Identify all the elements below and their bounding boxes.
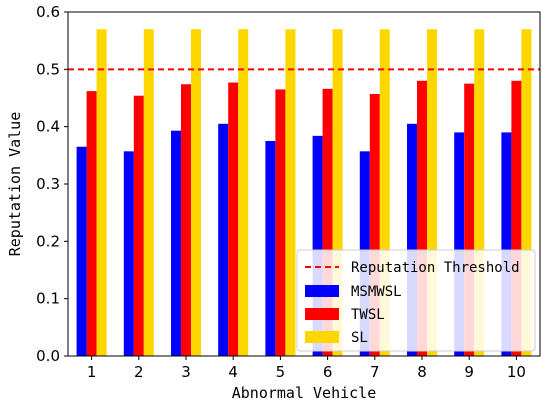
bar-twsl-10 — [511, 80, 522, 357]
x-tick-label-10: 10 — [507, 363, 526, 381]
y-tick-label-0.4: 0.4 — [36, 118, 60, 136]
y-tick-label-0.1: 0.1 — [36, 290, 60, 308]
bar-twsl-3 — [181, 84, 191, 357]
x-tick-label-4: 4 — [228, 363, 238, 381]
bar-sl-9 — [474, 29, 485, 356]
x-tick-label-6: 6 — [323, 363, 333, 381]
bar-sl-5 — [285, 29, 296, 356]
x-axis-label: Abnormal Vehicle — [232, 384, 377, 402]
bar-msmwsl-2 — [123, 151, 134, 356]
legend-label-msmwsl: MSMWSL — [351, 284, 402, 300]
bar-msmwsl-10 — [501, 132, 512, 356]
bar-sl-2 — [143, 29, 154, 356]
bar-sl-10 — [521, 29, 532, 356]
x-tick-label-7: 7 — [370, 363, 380, 381]
bar-msmwsl-8 — [407, 123, 417, 356]
legend-label-threshold: Reputation Threshold — [351, 260, 520, 276]
bar-twsl-9 — [464, 83, 475, 357]
x-tick-label-1: 1 — [87, 363, 97, 381]
y-tick-label-0.3: 0.3 — [36, 175, 60, 193]
bar-msmwsl-1 — [76, 146, 87, 356]
bar-msmwsl-4 — [218, 123, 229, 356]
bar-msmwsl-9 — [454, 132, 465, 356]
bar-twsl-8 — [417, 80, 427, 357]
bar-sl-1 — [96, 29, 107, 356]
legend-label-sl: SL — [351, 330, 368, 346]
legend-swatch-twsl — [305, 308, 339, 320]
bar-msmwsl-5 — [265, 141, 276, 356]
legend-label-twsl: TWSL — [351, 307, 385, 323]
y-axis: 0.0 0.1 0.2 0.3 0.4 0.5 0.6 — [36, 3, 68, 365]
bar-twsl-2 — [133, 95, 144, 356]
bar-sl-4 — [238, 29, 249, 356]
bar-sl-8 — [427, 29, 437, 356]
bar-msmwsl-6 — [312, 135, 323, 356]
y-tick-label-0.5: 0.5 — [36, 60, 60, 78]
bar-twsl-1 — [86, 91, 97, 357]
bar-sl-7 — [379, 29, 390, 356]
x-tick-label-9: 9 — [464, 363, 474, 381]
x-tick-label-5: 5 — [276, 363, 286, 381]
bar-twsl-4 — [228, 82, 239, 357]
x-tick-label-3: 3 — [181, 363, 191, 381]
legend: Reputation Threshold MSMWSL TWSL SL — [296, 249, 536, 352]
bar-twsl-5 — [275, 89, 286, 357]
bar-twsl-6 — [322, 88, 333, 357]
bar-msmwsl-3 — [171, 130, 181, 356]
legend-box — [296, 249, 536, 352]
x-axis: 1 2 3 4 5 6 7 8 9 10 — [87, 356, 526, 381]
x-tick-label-2: 2 — [134, 363, 144, 381]
x-tick-label-8: 8 — [417, 363, 427, 381]
bar-sl-3 — [191, 29, 201, 356]
legend-swatch-msmwsl — [305, 285, 339, 297]
y-axis-label: Reputation Value — [6, 112, 24, 257]
y-tick-label-0.2: 0.2 — [36, 232, 60, 250]
bar-sl-6 — [332, 29, 343, 356]
bar-twsl-7 — [369, 93, 380, 356]
legend-swatch-sl — [305, 331, 339, 343]
y-tick-label-0.6: 0.6 — [36, 3, 60, 21]
y-tick-label-0.0: 0.0 — [36, 347, 60, 365]
